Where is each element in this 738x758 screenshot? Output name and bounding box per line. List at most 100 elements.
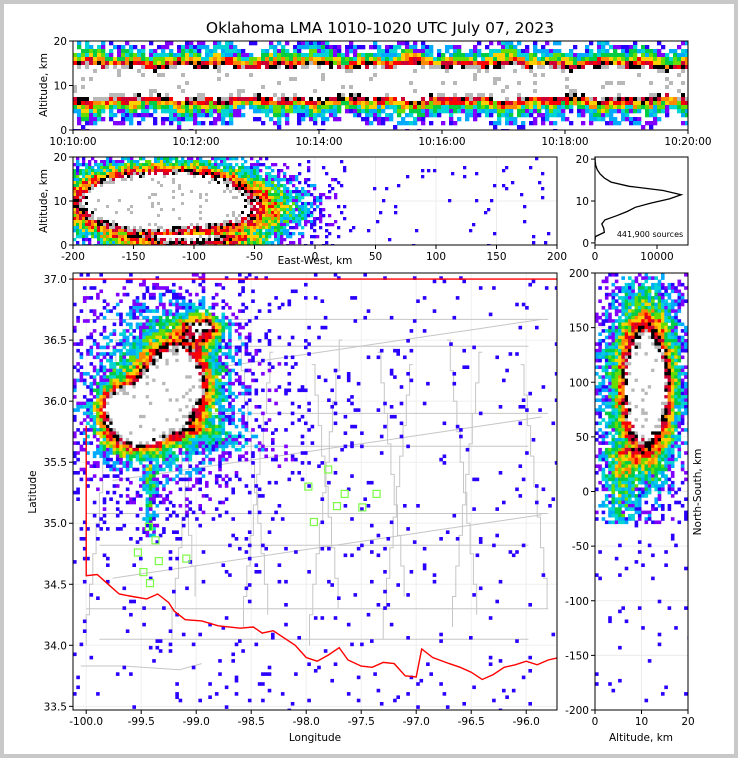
time-altitude-cell — [509, 61, 514, 66]
time-altitude-cell — [89, 113, 94, 118]
east-west-cell — [214, 217, 218, 221]
east-west-cell — [175, 211, 179, 215]
time-altitude-cell — [137, 101, 142, 106]
time-altitude-cell — [681, 85, 686, 90]
time-altitude-cell — [453, 73, 458, 78]
time-altitude-cell — [429, 93, 434, 98]
east-west-cell — [232, 187, 236, 191]
time-altitude-cell — [353, 105, 358, 110]
time-altitude-cell — [449, 69, 454, 74]
time-altitude-cell — [489, 101, 494, 106]
east-west-cell — [214, 157, 218, 161]
east-west-cell — [115, 229, 119, 233]
time-altitude-cell — [353, 113, 358, 118]
time-altitude-cell — [653, 121, 658, 126]
time-altitude-cell — [633, 57, 638, 62]
east-west-cell — [166, 208, 170, 212]
time-altitude-cell — [617, 89, 622, 94]
time-altitude-cell — [541, 101, 546, 106]
east-west-cell — [136, 238, 140, 242]
east-west-cell — [172, 214, 176, 218]
time-altitude-cell — [577, 101, 582, 106]
east-west-cell — [157, 208, 161, 212]
east-west-cell — [133, 211, 137, 215]
east-west-cell — [151, 184, 155, 188]
time-altitude-cell — [297, 109, 302, 114]
east-west-cell — [214, 178, 218, 182]
east-west-cell — [280, 193, 284, 197]
east-west-cell — [280, 199, 284, 203]
time-altitude-cell — [649, 61, 654, 66]
time-altitude-cell — [337, 101, 342, 106]
east-west-cell — [244, 166, 248, 170]
east-west-cell — [202, 163, 206, 167]
time-altitude-cell — [645, 69, 650, 74]
time-altitude-cell — [97, 61, 102, 66]
time-altitude-cell — [665, 101, 670, 106]
time-altitude-cell — [197, 41, 202, 46]
east-west-cell — [169, 193, 173, 197]
time-altitude-cell — [609, 57, 614, 62]
time-altitude-cell — [457, 89, 462, 94]
time-altitude-cell — [529, 109, 534, 114]
time-altitude-cell — [425, 65, 430, 70]
time-altitude-cell — [221, 77, 226, 82]
time-altitude-cell — [161, 69, 166, 74]
east-west-cell — [223, 160, 227, 164]
time-altitude-cell — [501, 93, 506, 98]
time-altitude-cell — [77, 61, 82, 66]
east-west-cell — [250, 223, 254, 227]
time-altitude-cell — [537, 85, 542, 90]
east-west-cell — [292, 217, 296, 221]
time-altitude-cell — [137, 49, 142, 54]
east-west-cell — [82, 211, 86, 215]
time-altitude-cell — [481, 73, 486, 78]
time-altitude-cell — [273, 89, 278, 94]
time-altitude-cell — [605, 81, 610, 86]
time-altitude-cell — [221, 65, 226, 70]
time-altitude-cell — [605, 49, 610, 54]
east-west-cell — [289, 199, 293, 203]
time-altitude-cell — [649, 97, 654, 102]
time-altitude-cell — [373, 117, 378, 122]
east-west-cell — [217, 238, 221, 242]
time-altitude-cell — [397, 81, 402, 86]
east-west-cell — [196, 163, 200, 167]
time-altitude-cell — [181, 65, 186, 70]
time-altitude-cell — [565, 69, 570, 74]
east-west-cell — [151, 163, 155, 167]
east-west-cell — [82, 193, 86, 197]
time-altitude-cell — [213, 41, 218, 46]
time-altitude-cell — [573, 85, 578, 90]
time-altitude-cell — [329, 53, 334, 58]
time-altitude-cell — [425, 45, 430, 50]
time-altitude-cell — [341, 53, 346, 58]
time-altitude-cell — [197, 113, 202, 118]
time-altitude-cell — [297, 57, 302, 62]
time-altitude-cell — [329, 113, 334, 118]
time-altitude-cell — [81, 89, 86, 94]
time-altitude-cell — [389, 113, 394, 118]
time-altitude-cell — [613, 81, 618, 86]
time-altitude-cell — [337, 73, 342, 78]
east-west-cell — [448, 199, 452, 203]
east-west-cell — [76, 163, 80, 167]
east-west-cell — [205, 208, 209, 212]
time-altitude-cell — [509, 85, 514, 90]
time-altitude-cell — [493, 81, 498, 86]
time-altitude-cell — [233, 69, 238, 74]
time-altitude-cell — [473, 93, 478, 98]
time-altitude-cell — [173, 77, 178, 82]
east-west-cell — [181, 169, 185, 173]
east-west-cell — [181, 172, 185, 176]
east-west-cell — [208, 184, 212, 188]
east-west-cell — [163, 220, 167, 224]
east-west-cell — [145, 238, 149, 242]
east-west-cell — [229, 175, 233, 179]
east-west-cell — [229, 226, 233, 230]
time-altitude-cell — [133, 53, 138, 58]
east-west-cell — [160, 199, 164, 203]
time-altitude-cell — [289, 81, 294, 86]
east-west-cell — [181, 190, 185, 194]
time-altitude-cell — [377, 81, 382, 86]
